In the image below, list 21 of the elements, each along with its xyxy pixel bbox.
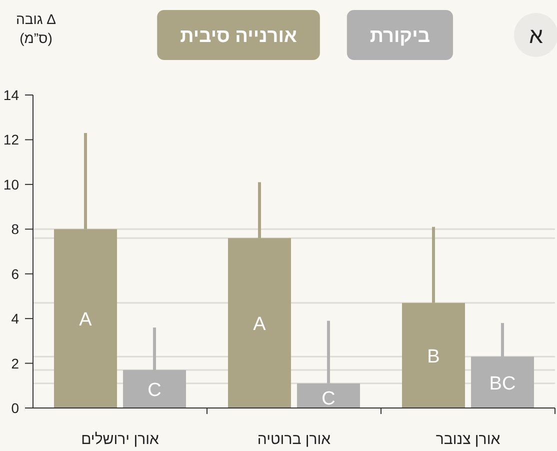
y-tick-label: 6 [11,266,20,282]
y-tick-label: 8 [11,221,20,238]
y-tick-label: 12 [3,132,20,148]
y-axis-title: Δ גובה (ס”מ) [16,11,56,46]
data-label: C [322,388,336,410]
data-label: C [148,380,162,401]
data-label: BC [489,373,516,394]
data-label: B [427,346,440,368]
data-label: A [79,310,92,331]
text: ביקורת [370,26,430,47]
x-tick-label: אורן צנובר [436,431,501,448]
y-tick-label: 2 [11,355,20,372]
data-label: A [253,314,266,336]
y-tick-label: 14 [3,87,20,103]
x-tick-label: אורן ירושלים [81,431,160,448]
y-tick-label: 4 [11,310,20,327]
y-tick-label: 0 [11,400,20,416]
text: אורנייה סיבית [180,26,297,47]
y-tick-label: 10 [3,176,20,192]
x-tick-label: אורן ברוטיה [257,431,332,448]
text: א [529,23,544,48]
